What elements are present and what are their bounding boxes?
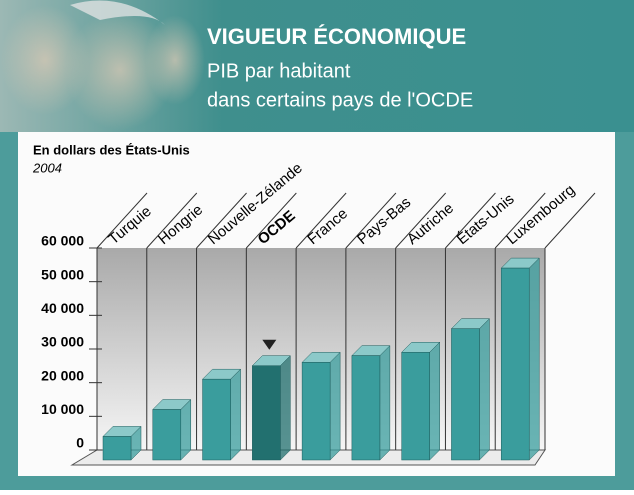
bar: [402, 352, 430, 460]
subtitle: dans certains pays de l'OCDE: [207, 89, 473, 111]
bar-side: [479, 319, 489, 460]
y-tick-label: 40 000: [41, 300, 84, 316]
bar: [252, 366, 280, 460]
bar: [203, 379, 231, 460]
y-tick-label: 30 000: [41, 334, 84, 350]
bar-side: [330, 352, 340, 460]
bar-side: [280, 356, 290, 460]
y-tick-label: 60 000: [41, 233, 84, 249]
chart: VIGUEUR ÉCONOMIQUE PIB par habitant dans…: [0, 0, 634, 490]
bar: [501, 268, 529, 460]
y-tick-label: 20 000: [41, 367, 84, 383]
bar-side: [380, 346, 390, 460]
bar-side: [231, 369, 241, 460]
bar: [103, 436, 131, 460]
title: VIGUEUR ÉCONOMIQUE: [207, 24, 466, 49]
y-tick-label: 50 000: [41, 266, 84, 282]
y-tick-label: 0: [76, 435, 84, 451]
bar-side: [430, 342, 440, 460]
y-tick-label: 10 000: [41, 401, 84, 417]
bar: [302, 362, 330, 460]
note: 2004: [32, 160, 62, 175]
bar: [352, 356, 380, 460]
bar-side: [181, 400, 191, 461]
bar-side: [529, 258, 539, 460]
bar: [451, 329, 479, 460]
y-axis-label: En dollars des États-Unis: [33, 142, 190, 157]
subtitle: PIB par habitant: [207, 60, 351, 82]
bar: [153, 410, 181, 461]
